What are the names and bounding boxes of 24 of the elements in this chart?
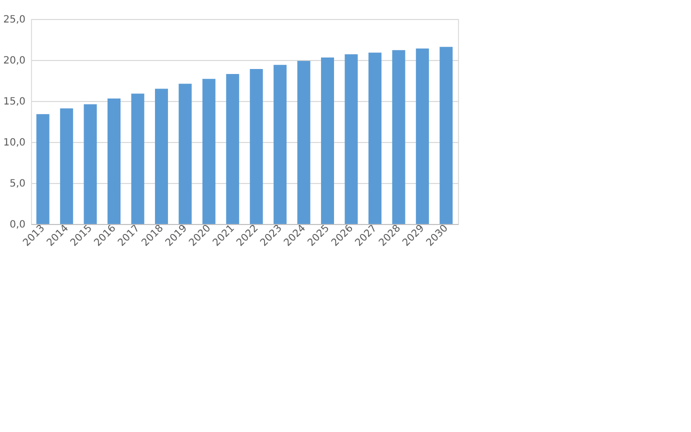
- bar: [321, 58, 334, 224]
- y-tick-label: 10,0: [3, 138, 26, 148]
- bar: [226, 74, 240, 224]
- bar: [368, 52, 382, 224]
- bar: [274, 64, 287, 224]
- y-tick-label: 20,0: [3, 56, 26, 66]
- bar: [202, 78, 216, 224]
- bar: [416, 48, 429, 224]
- bar: [154, 88, 168, 224]
- bar: [250, 69, 263, 224]
- bar: [108, 98, 121, 224]
- bar: [84, 104, 97, 224]
- bar: [344, 54, 358, 224]
- bar: [178, 84, 192, 224]
- y-tick-label: 5,0: [10, 178, 26, 190]
- bar: [36, 114, 50, 224]
- bar: [440, 46, 453, 224]
- y-tick-label: 25,0: [3, 14, 26, 26]
- y-tick-label: 0,0: [10, 220, 26, 230]
- bar: [392, 50, 406, 224]
- y-tick-label: 15,0: [3, 96, 26, 108]
- bar: [131, 94, 144, 224]
- bar: [60, 108, 74, 224]
- bar: [297, 60, 310, 224]
